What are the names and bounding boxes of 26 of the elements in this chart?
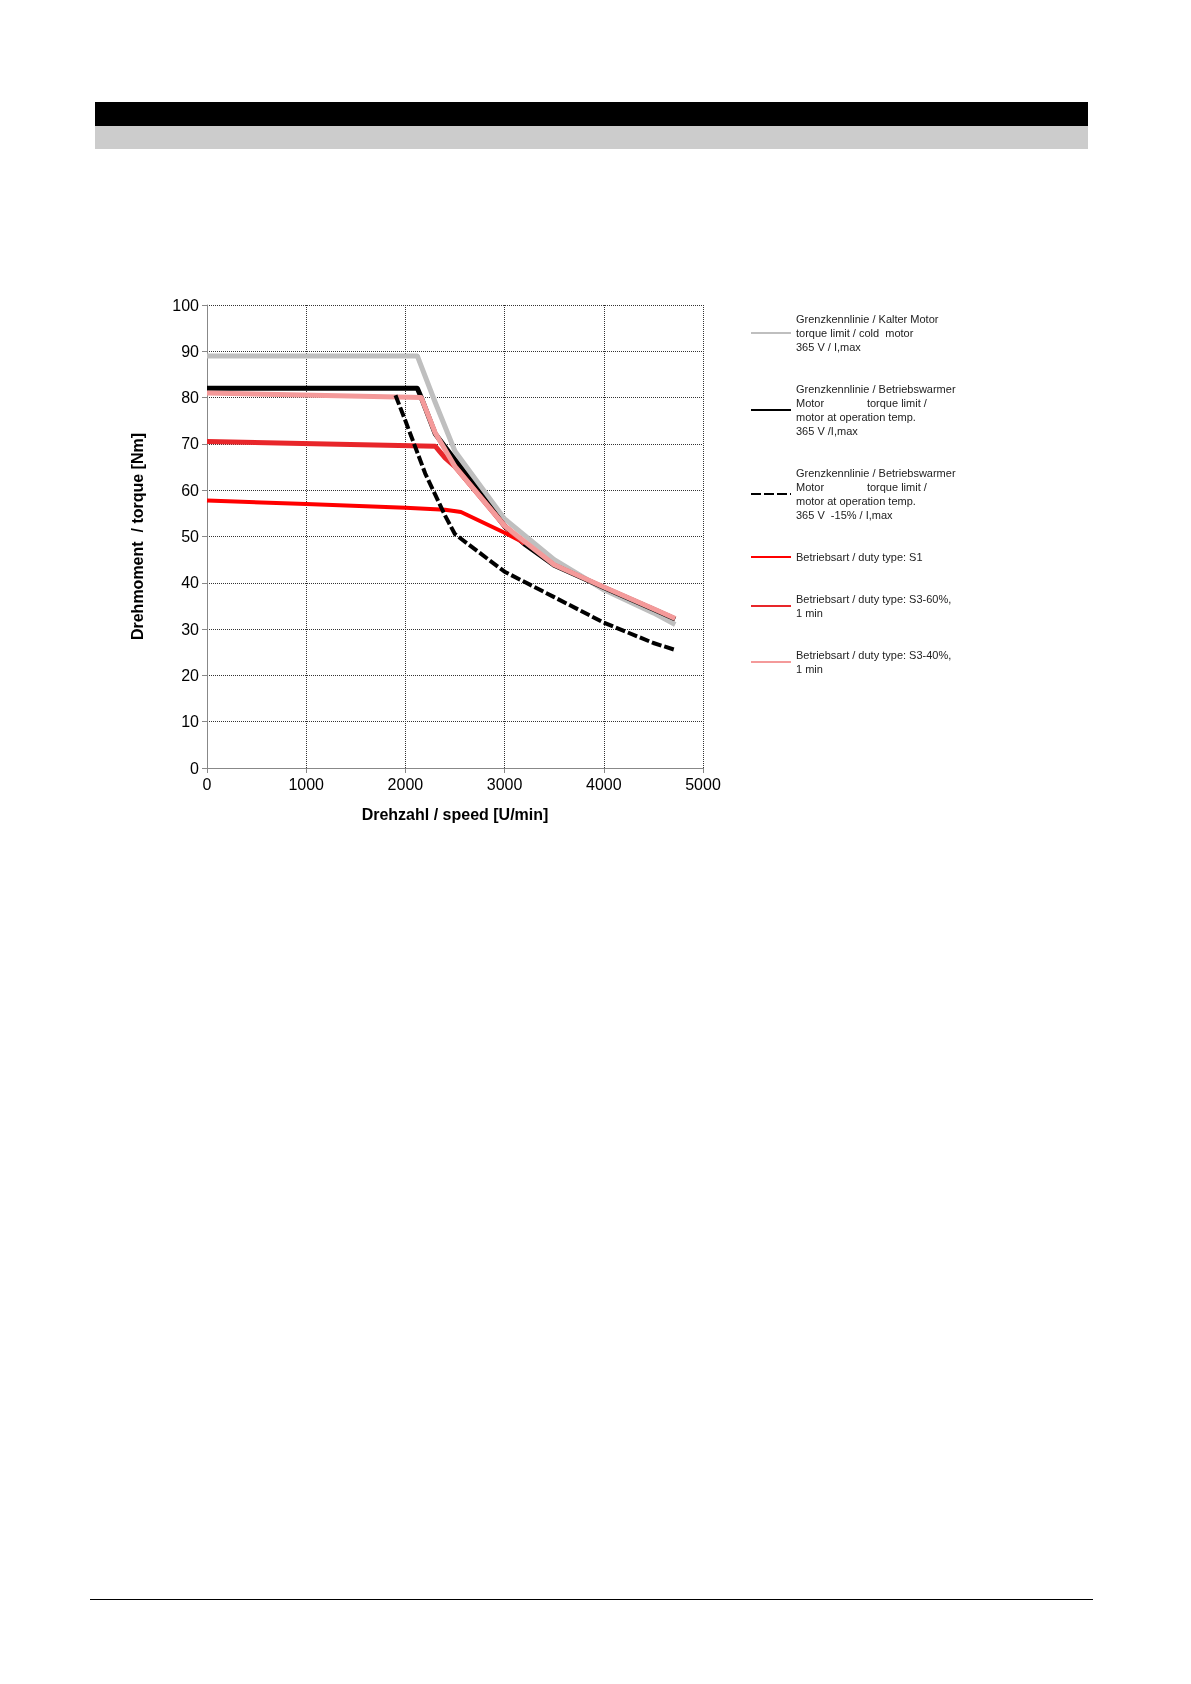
- y-tick-label: 90: [181, 342, 200, 360]
- y-axis-title: Drehmoment / torque [Nm]: [128, 432, 146, 641]
- x-tick-label: 4000: [586, 775, 622, 793]
- legend-label: Betriebsart / duty type: S1: [796, 551, 923, 563]
- y-tick-label: 10: [181, 713, 200, 731]
- x-tick-label: 0: [202, 775, 212, 793]
- x-axis-title: Drehzahl / speed [U/min]: [361, 805, 549, 823]
- x-tick-label: 3000: [486, 775, 523, 793]
- y-tick-label: 70: [181, 435, 200, 453]
- y-tick-label: 0: [190, 759, 200, 777]
- x-tick-label: 5000: [685, 775, 721, 793]
- line-series: [205, 498, 527, 545]
- y-tick-label: 100: [172, 296, 200, 314]
- y-tick-label: 60: [181, 481, 200, 499]
- y-tick-label: 40: [181, 574, 200, 592]
- legend-label: Betriebsart / duty type: S3-40%, 1 min: [796, 649, 952, 675]
- y-tick-label: 20: [181, 666, 200, 684]
- x-tick-label: 1000: [288, 775, 325, 793]
- x-tick-label: 2000: [387, 775, 424, 793]
- y-tick-label: 30: [181, 620, 200, 638]
- legend-label: Grenzkennlinie / Kalter Motor torque limit / cold motor 365 V / I,max: [796, 313, 939, 353]
- legend-label: Betriebsart / duty type: S3-60%, 1 min: [796, 593, 952, 619]
- y-tick-label: 80: [181, 389, 200, 407]
- legend-label: Grenzkennlinie / Betriebswarmer Motor torque limit / motor at operation temp. 365 V /I,max: [796, 383, 956, 437]
- y-tick-label: 50: [181, 528, 200, 545]
- legend-label: Grenzkennlinie / Betriebswarmer Motor torque limit / motor at operation temp. 365 V -15% / I,max: [796, 467, 956, 521]
